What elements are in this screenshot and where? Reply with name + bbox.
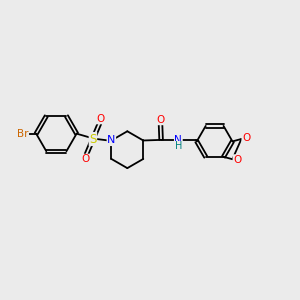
Text: H: H	[175, 141, 182, 152]
Text: O: O	[96, 114, 104, 124]
Text: Br: Br	[17, 129, 28, 139]
Text: N: N	[107, 136, 116, 146]
Text: O: O	[82, 154, 90, 164]
Text: O: O	[233, 155, 241, 165]
Text: O: O	[242, 134, 250, 143]
Text: S: S	[89, 133, 97, 146]
Text: O: O	[156, 115, 165, 125]
Text: N: N	[175, 135, 182, 145]
